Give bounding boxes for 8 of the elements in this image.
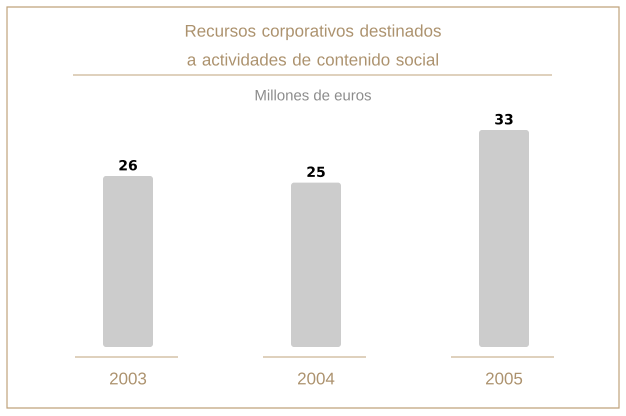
data-label: 26 xyxy=(119,160,137,171)
data-label: 33 xyxy=(495,114,513,124)
data-label: 25 xyxy=(307,166,325,178)
chart-subtitle: Millones de euros xyxy=(256,90,371,100)
x-tick-label: 2005 xyxy=(486,372,522,385)
x-tick-label: 2004 xyxy=(298,372,334,385)
x-tick-label: 2003 xyxy=(110,372,146,385)
chart-title: Recursos corporativos destinados a actividades de contenido social xyxy=(186,24,441,66)
